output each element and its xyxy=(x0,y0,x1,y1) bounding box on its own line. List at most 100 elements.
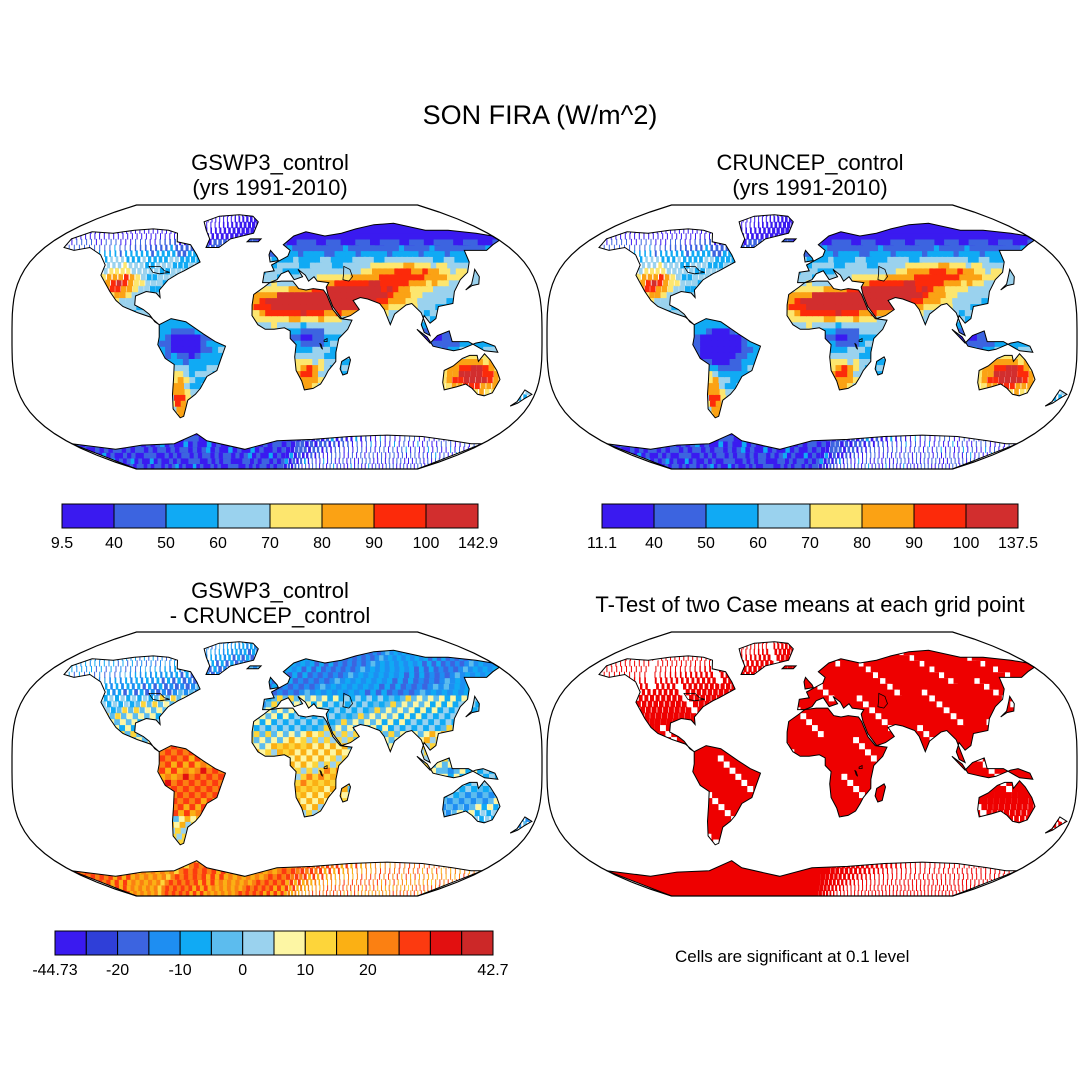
map-cell xyxy=(368,463,370,469)
map-cell xyxy=(798,446,805,453)
map-cell xyxy=(312,370,319,378)
map-cell xyxy=(763,446,771,453)
map-cell xyxy=(384,435,386,442)
map-cell xyxy=(312,309,319,317)
map-cell xyxy=(383,244,393,252)
map-cell xyxy=(206,221,208,229)
map-cell xyxy=(791,463,797,469)
map-cell xyxy=(924,452,926,459)
map-cell xyxy=(94,233,96,240)
map-cell xyxy=(389,452,391,459)
map-cell xyxy=(896,446,898,453)
map-cell xyxy=(265,303,272,311)
map-cell xyxy=(171,370,179,378)
map-cell xyxy=(803,452,809,459)
map-cell xyxy=(341,321,349,329)
map-cell xyxy=(882,440,884,448)
map-cell xyxy=(449,256,459,263)
map-cell xyxy=(320,256,327,263)
map-cell xyxy=(282,291,290,299)
map-cell xyxy=(382,463,384,469)
map-cell xyxy=(311,382,319,390)
map-cell xyxy=(86,238,88,246)
map-cell xyxy=(169,233,171,240)
map-cell xyxy=(465,358,472,366)
map-cell xyxy=(875,435,879,442)
map-cell xyxy=(387,291,395,299)
map-cell xyxy=(253,297,260,305)
map-cell xyxy=(335,309,343,317)
map-cell xyxy=(318,358,325,366)
map-cell xyxy=(882,463,884,469)
map-cell xyxy=(465,340,472,347)
map-cell xyxy=(425,262,435,269)
map-cell xyxy=(109,250,111,257)
map-cell xyxy=(419,457,421,464)
map-cell xyxy=(194,352,202,359)
map-cell xyxy=(272,440,278,448)
map-cell xyxy=(222,221,225,229)
map-cell xyxy=(341,358,349,366)
map-cell xyxy=(317,376,325,384)
map-cell xyxy=(271,256,278,263)
map-cell xyxy=(428,250,439,257)
map-cell xyxy=(975,440,977,448)
map-cell xyxy=(342,262,351,269)
map-cell xyxy=(340,435,344,442)
map-cell xyxy=(299,267,306,275)
map-cell xyxy=(345,250,353,257)
map-cell xyxy=(451,382,457,390)
map-cell xyxy=(353,262,362,269)
map-cell xyxy=(485,388,490,395)
map-cell xyxy=(868,440,871,448)
map-cell xyxy=(324,364,331,372)
map-cell xyxy=(150,262,155,269)
map-cell xyxy=(430,273,438,281)
panel-title-gswp3-line1: GSWP3_control xyxy=(191,150,349,175)
map-cell xyxy=(294,346,302,353)
map-cell xyxy=(929,435,931,442)
map-cell xyxy=(151,250,154,257)
map-cell xyxy=(328,273,335,281)
map-cell xyxy=(303,446,307,453)
map-cell xyxy=(305,233,312,240)
map-cell xyxy=(335,303,343,311)
map-cell xyxy=(282,285,290,293)
map-cell xyxy=(350,457,352,464)
map-cell xyxy=(343,463,345,469)
map-cell xyxy=(318,309,325,317)
map-cell xyxy=(826,440,831,448)
map-cell xyxy=(870,452,872,459)
map-cell xyxy=(447,273,456,281)
map-cell xyxy=(184,382,191,390)
map-cell xyxy=(324,346,331,353)
map-cell xyxy=(140,238,141,246)
map-cell xyxy=(288,457,292,464)
map-cell xyxy=(393,244,404,252)
map-cell xyxy=(935,457,937,464)
map-cell xyxy=(295,233,302,240)
map-cell xyxy=(318,315,325,323)
map-cell xyxy=(259,321,266,329)
map-cell xyxy=(829,463,832,469)
map-cruncep xyxy=(546,204,1078,470)
map-cell xyxy=(282,279,290,287)
map-cell xyxy=(341,291,348,299)
map-cell xyxy=(164,233,166,240)
map-cell xyxy=(347,233,356,240)
map-cell xyxy=(312,333,319,341)
map-cell xyxy=(306,333,313,341)
map-cell xyxy=(119,250,122,257)
map-cell xyxy=(406,452,407,459)
map-cell xyxy=(923,457,925,464)
map-cell xyxy=(424,315,431,323)
map-cell xyxy=(398,440,400,448)
map-cell xyxy=(241,227,245,234)
map-cell xyxy=(254,446,261,453)
map-cell xyxy=(282,315,290,323)
map-cell xyxy=(143,227,145,234)
map-cell xyxy=(372,452,374,459)
map-cell xyxy=(330,333,337,341)
map-cell xyxy=(137,256,141,263)
map-cell xyxy=(135,238,137,246)
